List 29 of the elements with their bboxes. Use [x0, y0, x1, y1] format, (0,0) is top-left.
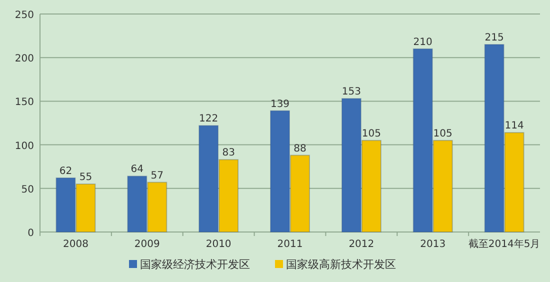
data-label: 64: [130, 164, 144, 176]
y-tick-label: 200: [14, 54, 34, 65]
data-label: 122: [199, 114, 218, 125]
y-tick-label: 250: [14, 10, 34, 21]
x-tick-label: 2012: [348, 239, 374, 250]
data-label: 55: [79, 172, 92, 184]
data-label: 57: [150, 170, 164, 182]
x-tick-label: 2010: [206, 239, 232, 250]
data-label: 215: [484, 32, 504, 44]
data-label: 210: [413, 36, 432, 48]
y-tick-label: 100: [14, 140, 34, 152]
data-label: 153: [342, 86, 361, 98]
legend-label: 国家级高新技术开发区: [286, 258, 396, 271]
data-label: 114: [504, 120, 524, 132]
y-tick-label: 50: [21, 184, 34, 196]
x-tick-label: 2009: [134, 239, 160, 250]
data-label: 139: [270, 98, 290, 110]
data-label: 105: [362, 128, 381, 140]
data-label: 88: [294, 143, 306, 154]
y-tick-label: 0: [28, 228, 34, 239]
x-tick-label: 2013: [420, 239, 446, 250]
data-label: 62: [59, 166, 72, 177]
data-label: 83: [222, 148, 235, 159]
legend-label: 国家级经济技术开发区: [140, 258, 250, 271]
data-label: 105: [433, 128, 452, 140]
x-tick-label: 截至2014年5月: [468, 238, 540, 250]
x-tick-label: 2008: [62, 239, 88, 250]
y-tick-label: 150: [14, 97, 34, 108]
x-tick-label: 2011: [277, 239, 303, 250]
